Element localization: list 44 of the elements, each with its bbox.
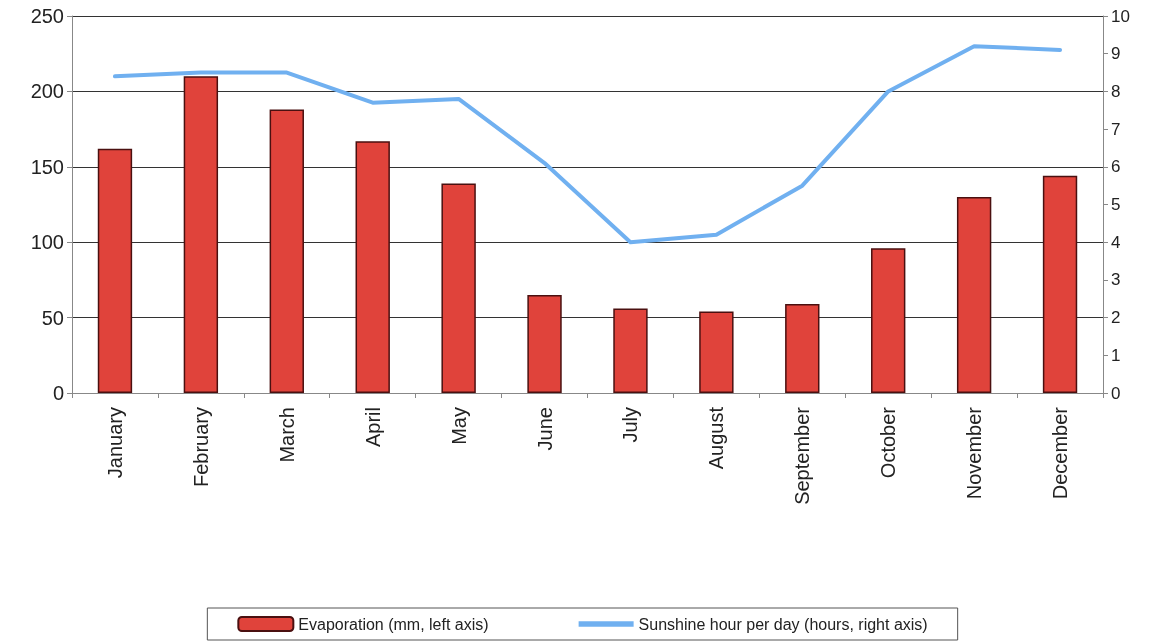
x-tick-label: August — [705, 406, 728, 470]
bar — [527, 294, 562, 393]
bar — [613, 308, 648, 393]
y2-tick-label: 2 — [1111, 308, 1121, 328]
line-series — [112, 44, 1063, 245]
y2-tick-label: 7 — [1111, 119, 1121, 139]
bar — [183, 76, 219, 393]
y2-tick-label: 10 — [1111, 6, 1130, 26]
bar — [1042, 175, 1078, 393]
bar — [269, 109, 304, 393]
bar — [871, 248, 906, 393]
y2-tick-label: 4 — [1111, 232, 1121, 252]
y2-tick-label: 0 — [1111, 383, 1121, 403]
x-tick-label: September — [791, 406, 814, 505]
x-tick-label: February — [189, 407, 212, 488]
x-tick-label: May — [447, 407, 470, 445]
bar — [785, 304, 820, 393]
y-tick-label: 150 — [30, 155, 64, 178]
y2-tick-label: 6 — [1111, 157, 1121, 177]
x-tick-label: March — [275, 407, 298, 463]
x-tick-label: November — [963, 406, 986, 500]
bar — [699, 311, 734, 393]
y-tick-label: 100 — [30, 231, 64, 254]
x-tick-label: June — [533, 407, 556, 451]
y2-tick-label: 9 — [1111, 44, 1121, 64]
legend-label: Evaporation (mm, left axis) — [298, 615, 489, 633]
bar — [956, 196, 992, 393]
y-tick-label: 250 — [30, 5, 64, 27]
bar — [441, 183, 476, 393]
y-tick-label: 200 — [30, 80, 64, 103]
x-tick-label: April — [361, 407, 384, 448]
y2-tick-label: 5 — [1111, 195, 1121, 214]
y2-tick-label: 3 — [1111, 270, 1121, 290]
y-tick-label: 50 — [41, 306, 64, 329]
bar — [97, 148, 133, 393]
x-tick-label: January — [103, 407, 126, 479]
y-tick-label: 0 — [52, 382, 64, 404]
x-tick-label: October — [877, 406, 900, 479]
x-tick-label: December — [1049, 406, 1072, 500]
y2-tick-label: 1 — [1111, 345, 1121, 365]
bar — [355, 141, 390, 393]
legend-label: Sunshine hour per day (hours, right axis) — [638, 615, 928, 633]
y2-tick-label: 8 — [1111, 81, 1121, 101]
x-tick-label: July — [619, 407, 642, 443]
